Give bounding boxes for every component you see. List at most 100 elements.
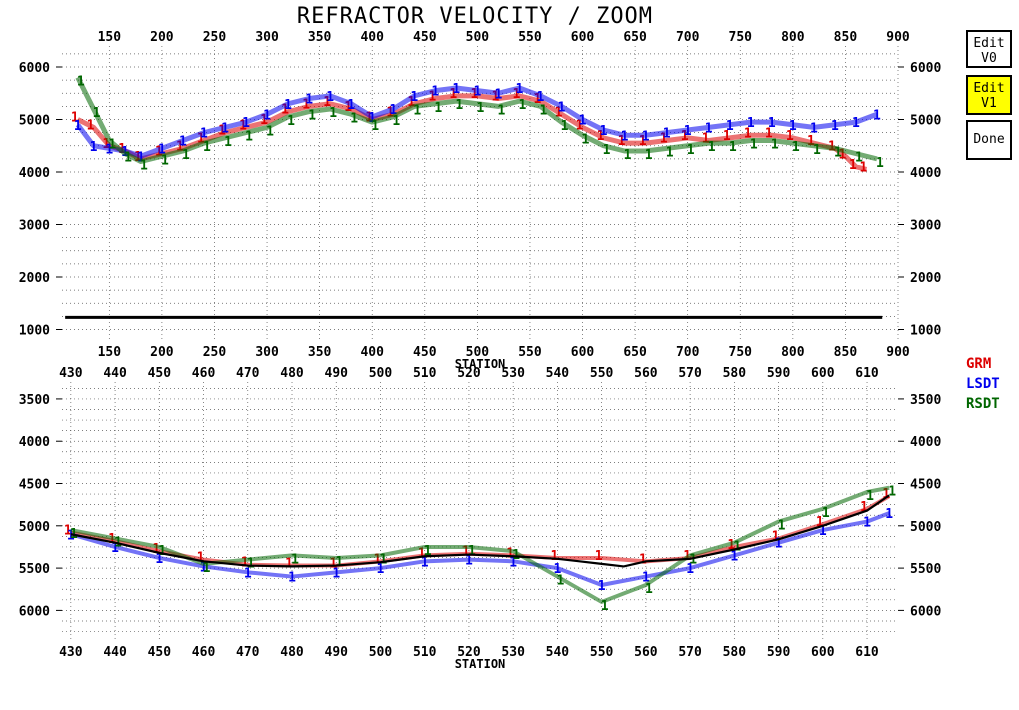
grm-point: 1 bbox=[513, 87, 521, 102]
x-tick-label-top: 550 bbox=[518, 30, 542, 45]
grm-point: 1 bbox=[102, 137, 110, 152]
rsdt-point: 1 bbox=[245, 130, 253, 145]
lsdt-point: 1 bbox=[263, 108, 271, 123]
x-tick-label-bottom: 570 bbox=[678, 645, 702, 660]
rsdt-point: 1 bbox=[287, 114, 295, 129]
rsdt-point: 1 bbox=[876, 156, 884, 171]
x-tick-label-bottom: 440 bbox=[103, 645, 127, 660]
x-tick-label-top: 510 bbox=[413, 366, 437, 381]
y-tick-label-left: 3000 bbox=[19, 219, 50, 234]
lsdt-point: 1 bbox=[494, 87, 502, 102]
x-tick-label-bottom: 480 bbox=[280, 645, 304, 660]
rsdt-point: 1 bbox=[556, 574, 564, 589]
x-tick-label-bottom: 530 bbox=[501, 645, 525, 660]
y-tick-label-left: 4500 bbox=[19, 478, 50, 493]
x-tick-label-top: 400 bbox=[360, 30, 384, 45]
grm-point: 1 bbox=[87, 118, 95, 133]
done-label: Done bbox=[973, 132, 1005, 147]
x-tick-label-bottom: 490 bbox=[325, 645, 349, 660]
rsdt-point: 1 bbox=[424, 544, 432, 559]
x-tick-label-bottom: 800 bbox=[781, 345, 805, 360]
lsdt-point: 1 bbox=[368, 111, 376, 126]
lsdt-point: 1 bbox=[775, 537, 783, 552]
grm-point: 1 bbox=[534, 92, 542, 107]
lsdt-point: 1 bbox=[686, 562, 694, 577]
x-axis-label: STATION bbox=[455, 357, 506, 371]
x-tick-label-top: 580 bbox=[723, 366, 747, 381]
chart-title: REFRACTOR VELOCITY / ZOOM bbox=[296, 4, 654, 29]
edit-v0-label-line2: V0 bbox=[981, 51, 997, 66]
rsdt-point: 1 bbox=[77, 75, 85, 90]
grm-point: 1 bbox=[849, 158, 857, 173]
grm-point: 1 bbox=[462, 545, 470, 560]
lsdt-point: 1 bbox=[863, 516, 871, 531]
x-tick-label-bottom: 600 bbox=[571, 345, 595, 360]
x-tick-label-top: 850 bbox=[834, 30, 858, 45]
x-tick-label-bottom: 550 bbox=[518, 345, 542, 360]
grm-point: 1 bbox=[176, 139, 184, 154]
zoom-plot[interactable]: 430 430 440 440 450 450 460 460 470 470 480 480 490 4… bbox=[19, 366, 942, 671]
grm-point: 1 bbox=[595, 549, 603, 564]
lsdt-point: 1 bbox=[179, 135, 187, 150]
lsdt-point: 1 bbox=[598, 579, 606, 594]
rsdt-point: 1 bbox=[561, 119, 569, 134]
lsdt-point: 1 bbox=[600, 124, 608, 139]
x-tick-label-top: 610 bbox=[855, 366, 879, 381]
x-tick-label-bottom: 460 bbox=[192, 645, 216, 660]
rsdt-point: 1 bbox=[350, 111, 358, 126]
rsdt-point: 1 bbox=[540, 103, 548, 118]
lsdt-point: 1 bbox=[885, 507, 893, 522]
lsdt-point: 1 bbox=[431, 85, 439, 100]
lsdt-point: 1 bbox=[579, 114, 587, 129]
grm-point: 1 bbox=[618, 134, 626, 149]
done-button[interactable]: Done bbox=[966, 120, 1012, 160]
lsdt-point: 1 bbox=[537, 90, 545, 105]
rsdt-point: 1 bbox=[666, 145, 674, 160]
lsdt-point: 1 bbox=[642, 571, 650, 586]
edit-v0-label-line1: Edit bbox=[973, 36, 1005, 51]
y-tick-label-left: 4000 bbox=[19, 166, 50, 181]
rsdt-point: 1 bbox=[888, 485, 896, 500]
lsdt-point: 1 bbox=[810, 121, 818, 136]
edit-v0-button[interactable]: Edit V0 bbox=[966, 30, 1012, 68]
rsdt-point: 1 bbox=[687, 143, 695, 158]
y-tick-label-left: 5000 bbox=[19, 114, 50, 129]
x-tick-label-bottom: 590 bbox=[767, 645, 791, 660]
rsdt-point: 1 bbox=[266, 124, 274, 139]
edit-v1-label-line2: V1 bbox=[981, 96, 997, 111]
lsdt-point: 1 bbox=[377, 562, 385, 577]
lsdt-point: 1 bbox=[111, 541, 119, 556]
lsdt-point: 1 bbox=[831, 119, 839, 134]
x-tick-label-top: 200 bbox=[150, 30, 174, 45]
grm-point: 1 bbox=[323, 95, 331, 110]
rsdt-point: 1 bbox=[645, 148, 653, 163]
grm-point: 1 bbox=[681, 129, 689, 144]
edit-v1-button[interactable]: Edit V1 bbox=[966, 75, 1012, 115]
lsdt-point: 1 bbox=[288, 571, 296, 586]
rsdt-point: 1 bbox=[329, 106, 337, 121]
lsdt-point: 1 bbox=[410, 90, 418, 105]
x-tick-label-bottom: 700 bbox=[676, 345, 700, 360]
grm-point: 1 bbox=[723, 129, 731, 144]
lsdt-point: 1 bbox=[663, 127, 671, 142]
grm-point: 1 bbox=[374, 552, 382, 567]
grm-point: 1 bbox=[470, 87, 478, 102]
grm-point: 1 bbox=[71, 111, 79, 126]
rsdt-point: 1 bbox=[689, 552, 697, 567]
x-tick-label-top: 540 bbox=[546, 366, 570, 381]
x-tick-label-top: 430 bbox=[59, 366, 83, 381]
x-tick-label-top: 350 bbox=[308, 30, 332, 45]
x-tick-label-top: 570 bbox=[678, 366, 702, 381]
rsdt-point: 1 bbox=[708, 140, 716, 155]
rsdt-point: 1 bbox=[335, 555, 343, 570]
y-tick-label-right: 6000 bbox=[910, 61, 941, 76]
rsdt-point: 1 bbox=[834, 145, 842, 160]
grm-point: 1 bbox=[64, 524, 72, 539]
rsdt-point: 1 bbox=[603, 143, 611, 158]
grm-point: 1 bbox=[639, 552, 647, 567]
lsdt-point: 1 bbox=[326, 90, 334, 105]
overview-plot[interactable]: 150 150 200 200 250 250 300 300 350 350 400 400 450 4… bbox=[19, 30, 942, 371]
x-tick-label-bottom: 600 bbox=[811, 645, 835, 660]
rsdt-point: 1 bbox=[413, 103, 421, 118]
